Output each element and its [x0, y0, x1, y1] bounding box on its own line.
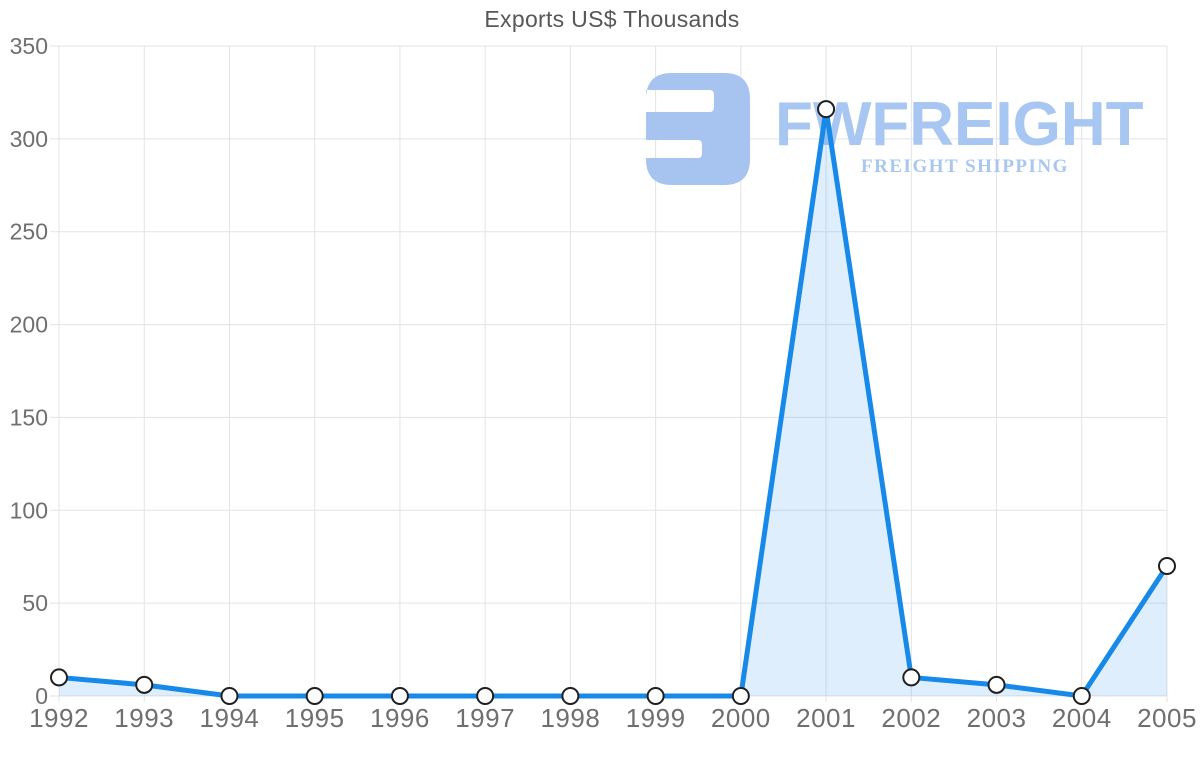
y-axis-label-0: 0 [35, 683, 48, 709]
data-point-1995[interactable] [305, 687, 324, 705]
x-axis-label-1999: 1999 [626, 703, 686, 733]
data-point-1992[interactable] [50, 668, 68, 687]
y-axis-label-200: 200 [10, 312, 48, 338]
x-axis-label-1996: 1996 [370, 703, 430, 733]
data-point-2001[interactable] [817, 100, 836, 119]
x-axis-label-2004: 2004 [1052, 703, 1112, 733]
x-axis-label-1994: 1994 [200, 703, 260, 733]
y-axis-label-250: 250 [10, 219, 48, 245]
x-axis-label-1993: 1993 [114, 703, 174, 733]
data-point-2003[interactable] [987, 675, 1006, 694]
x-axis-label-2005: 2005 [1137, 703, 1197, 733]
chart-title: Exports US$ Thousands [484, 6, 740, 32]
data-point-1999[interactable] [646, 687, 665, 705]
data-point-1998[interactable] [561, 687, 580, 705]
data-point-2000[interactable] [731, 687, 750, 705]
y-axis-label-50: 50 [22, 590, 48, 616]
x-axis-label-2003: 2003 [967, 703, 1027, 733]
series-area-fill [59, 109, 1167, 696]
x-axis-label-1997: 1997 [455, 703, 515, 733]
y-axis-label-350: 350 [10, 33, 48, 59]
y-axis-label-100: 100 [10, 497, 48, 523]
x-axis-label-2000: 2000 [711, 703, 771, 733]
x-axis-label-1998: 1998 [540, 703, 600, 733]
x-axis-label-2001: 2001 [796, 703, 856, 733]
data-point-1994[interactable] [220, 687, 239, 705]
y-axis-label-150: 150 [10, 404, 48, 430]
x-axis-label-2002: 2002 [881, 703, 941, 733]
data-point-2002[interactable] [902, 668, 921, 687]
data-point-2004[interactable] [1072, 687, 1091, 705]
x-axis-label-1995: 1995 [285, 703, 345, 733]
series-line [56, 106, 1170, 699]
x-axis-label-1992: 1992 [29, 703, 89, 733]
y-axis-label-300: 300 [10, 126, 48, 152]
data-point-1996[interactable] [390, 687, 409, 705]
data-point-1993[interactable] [135, 675, 154, 694]
data-point-1997[interactable] [476, 687, 495, 705]
data-point-2005[interactable] [1158, 557, 1176, 575]
